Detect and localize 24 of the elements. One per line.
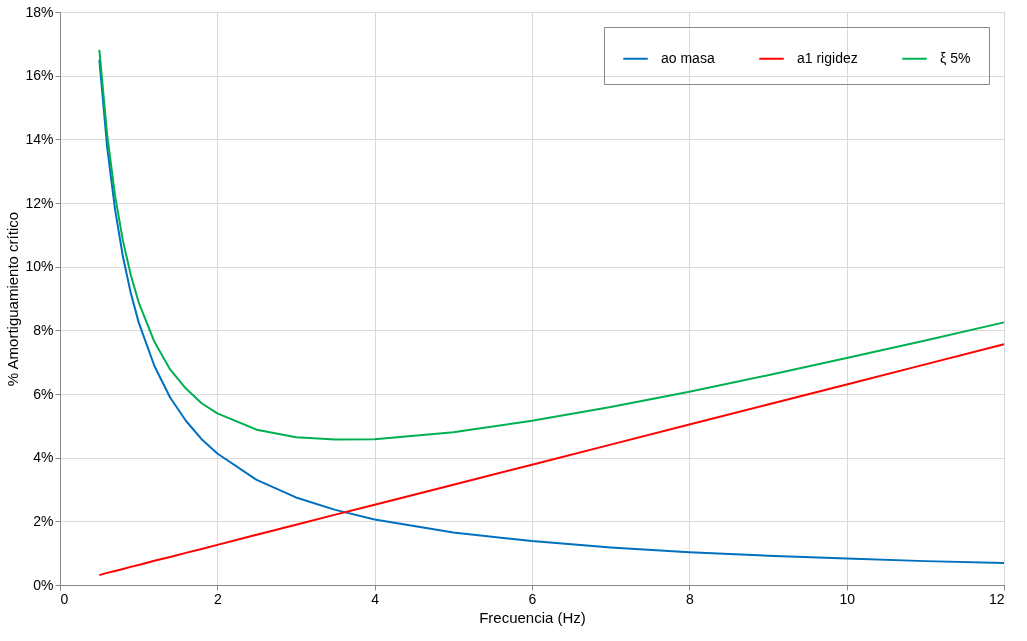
- y-tick-label: 8%: [33, 321, 54, 338]
- legend-label: ξ 5%: [940, 49, 971, 66]
- y-tick-label: 18%: [25, 3, 54, 20]
- x-tick-label: 12: [988, 590, 1005, 607]
- x-tick-label: 2: [213, 590, 222, 607]
- x-tick-label: 6: [528, 590, 537, 607]
- y-tick-label: 0%: [33, 576, 54, 593]
- x-tick-label: 0: [60, 590, 69, 607]
- y-tick-label: 12%: [25, 194, 54, 211]
- y-tick-label: 4%: [33, 449, 54, 466]
- legend-label: ao masa: [661, 49, 715, 66]
- legend-label: a1 rigidez: [797, 49, 858, 66]
- x-tick-label: 10: [839, 590, 856, 607]
- x-tick-label: 4: [371, 590, 380, 607]
- line-series: [98, 343, 1005, 577]
- y-tick-label: 6%: [33, 385, 54, 402]
- y-tick-label: 14%: [25, 130, 54, 147]
- x-tick-label: 8: [685, 590, 694, 607]
- y-tick-label: 10%: [25, 258, 54, 275]
- y-tick-label: 16%: [25, 67, 54, 84]
- x-axis-title: Frecuencia (Hz): [479, 608, 586, 626]
- y-axis-title: % Amortiguamiento crítico: [4, 211, 22, 387]
- y-tick-label: 2%: [33, 512, 54, 529]
- line-series: [98, 48, 1005, 441]
